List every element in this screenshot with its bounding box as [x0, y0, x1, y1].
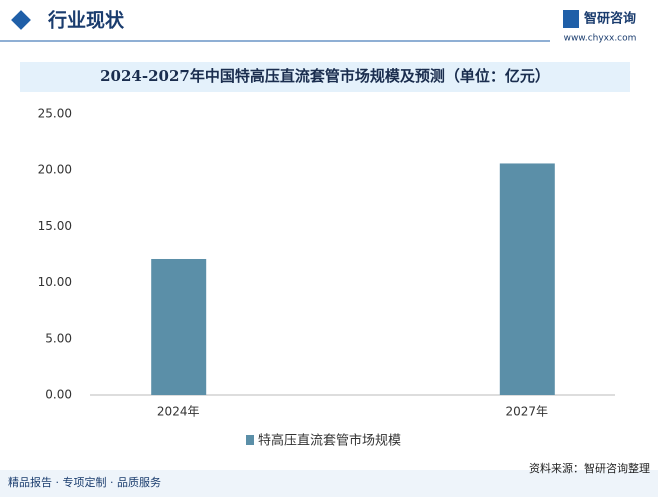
legend-swatch [246, 435, 254, 445]
y-tick-label: 5.00 [45, 331, 72, 345]
legend-label: 特高压直流套管市场规模 [258, 433, 401, 449]
chart-title: 2024-2027年中国特高压直流套管市场规模及预测（单位：亿元） [100, 67, 550, 85]
y-tick-label: 15.00 [38, 219, 72, 233]
y-tick-label: 10.00 [38, 275, 72, 289]
y-tick-label: 25.00 [38, 107, 72, 121]
logo-url: www.chyxx.com [564, 34, 637, 44]
footer-left: 精品报告 · 专项定制 · 品质服务 [8, 475, 161, 489]
header-icon [11, 10, 31, 30]
bar [151, 258, 207, 395]
y-tick-label: 20.00 [38, 163, 72, 177]
bar [499, 163, 555, 395]
y-tick-label: 0.00 [45, 388, 72, 402]
logo-text: 智研咨询 [584, 11, 636, 27]
logo-icon [563, 10, 579, 28]
footer-source: 资料来源：智研咨询整理 [529, 461, 650, 475]
x-tick-label: 2024年 [157, 405, 200, 419]
header-title: 行业现状 [47, 9, 125, 32]
footer-band [0, 470, 658, 497]
title-band [20, 62, 630, 92]
x-tick-label: 2027年 [506, 405, 549, 419]
